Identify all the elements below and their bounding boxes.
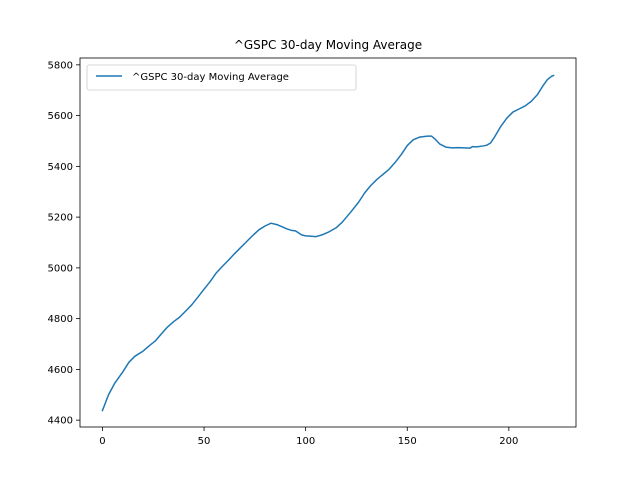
y-tick-label: 5200 (48, 213, 73, 224)
y-tick-label: 4800 (48, 314, 73, 325)
x-axis: 0 50 100 150 200 (99, 427, 518, 447)
x-tick-label: 0 (99, 436, 105, 447)
x-tick-label: 150 (398, 436, 417, 447)
legend-label: ^GSPC 30-day Moving Average (132, 72, 289, 83)
x-tick-label: 50 (198, 436, 211, 447)
plot-area (80, 58, 576, 427)
x-tick-label: 100 (296, 436, 315, 447)
y-tick-label: 5400 (48, 162, 73, 173)
series-layer (101, 74, 555, 412)
series-line (101, 74, 555, 412)
y-tick-label: 5600 (48, 111, 73, 122)
y-tick-label: 4400 (48, 416, 73, 427)
chart-title: ^GSPC 30-day Moving Average (234, 38, 422, 52)
y-axis: 4400 4600 4800 5000 5200 5400 5600 5800 (48, 60, 80, 427)
x-tick-label: 200 (499, 436, 518, 447)
legend: ^GSPC 30-day Moving Average (86, 64, 357, 91)
y-tick-label: 5800 (48, 60, 73, 71)
plot-frame (79, 57, 577, 428)
legend-box (86, 64, 357, 91)
y-tick-label: 5000 (48, 263, 73, 274)
y-tick-label: 4600 (48, 365, 73, 376)
